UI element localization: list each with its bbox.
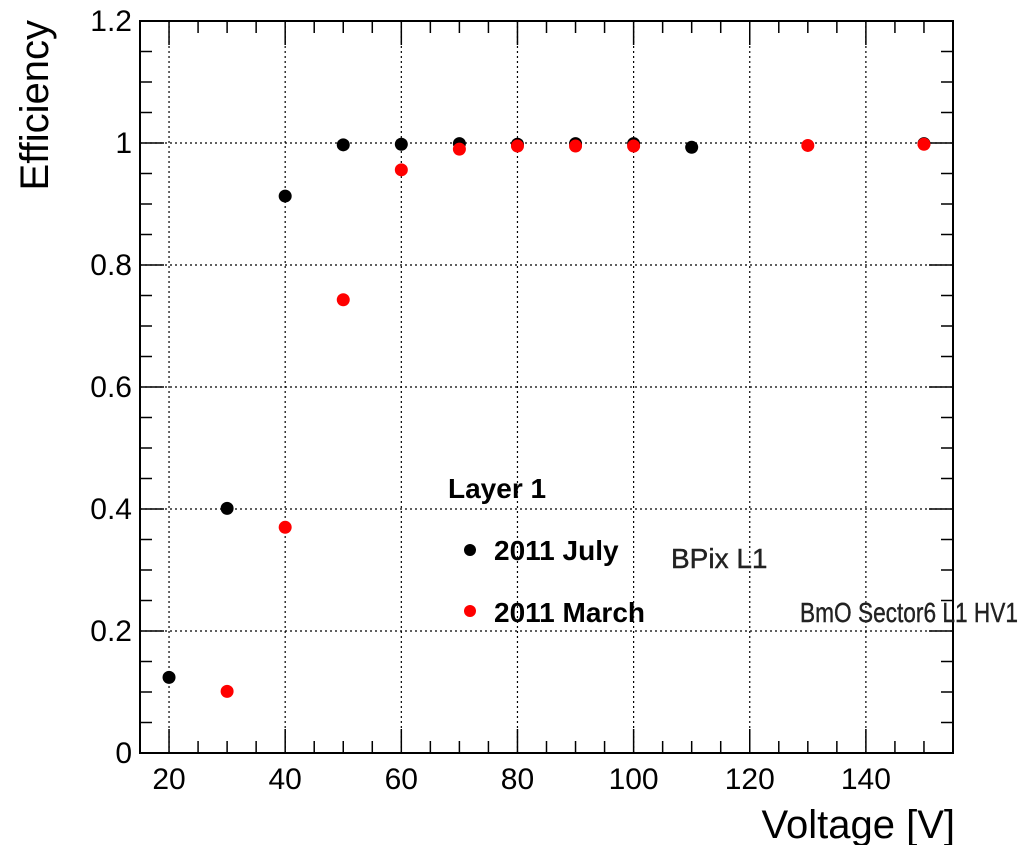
data-points: [162, 137, 931, 698]
x-tick-label: 60: [385, 763, 418, 796]
data-point-july: [685, 140, 699, 154]
y-axis-label: Efficiency: [13, 20, 57, 190]
data-point-july: [278, 189, 292, 203]
data-point-july: [162, 670, 176, 684]
data-point-march: [510, 139, 524, 153]
x-tick-label: 80: [501, 763, 534, 796]
legend-marker-july: [464, 544, 476, 556]
data-point-july: [336, 138, 350, 152]
data-point-march: [220, 684, 234, 698]
legend-annotation-march: BmO Sector6 L1 HV1: [800, 597, 1018, 628]
tick-labels: 20 40 60 80 100 120 140 0 0.2 0.4 0.6 0.8 1 1.2: [90, 5, 891, 796]
data-point-march: [452, 142, 466, 156]
legend-marker-march: [464, 605, 476, 617]
data-point-march: [569, 139, 583, 153]
legend: Layer 1 2011 July BPix L1 2011 March BmO…: [448, 473, 1018, 628]
legend-annotation-july: BPix L1: [671, 543, 768, 574]
y-tick-label: 1: [115, 127, 132, 160]
legend-label-march: 2011 March: [494, 597, 645, 628]
legend-label-july: 2011 July: [494, 535, 619, 566]
y-tick-label: 1.2: [90, 5, 132, 38]
legend-header: Layer 1: [448, 473, 546, 504]
grid-lines: [140, 20, 953, 754]
x-tick-label: 40: [268, 763, 301, 796]
data-point-march: [627, 139, 641, 153]
x-tick-label: 100: [609, 763, 659, 796]
y-tick-label: 0: [115, 737, 132, 770]
data-point-march: [394, 163, 408, 177]
x-axis-label: Voltage [V]: [762, 803, 955, 845]
data-point-march: [278, 520, 292, 534]
plot-frame: [139, 20, 954, 754]
x-tick-label: 120: [725, 763, 775, 796]
data-point-july: [220, 501, 234, 515]
y-tick-label: 0.8: [90, 249, 132, 282]
data-point-march: [801, 138, 815, 152]
data-point-march: [917, 137, 931, 151]
data-point-july: [394, 137, 408, 151]
y-tick-label: 0.4: [90, 493, 132, 526]
data-point-march: [336, 293, 350, 307]
x-tick-label: 20: [152, 763, 185, 796]
x-tick-label: 140: [841, 763, 891, 796]
y-tick-label: 0.6: [90, 371, 132, 404]
y-tick-label: 0.2: [90, 615, 132, 648]
